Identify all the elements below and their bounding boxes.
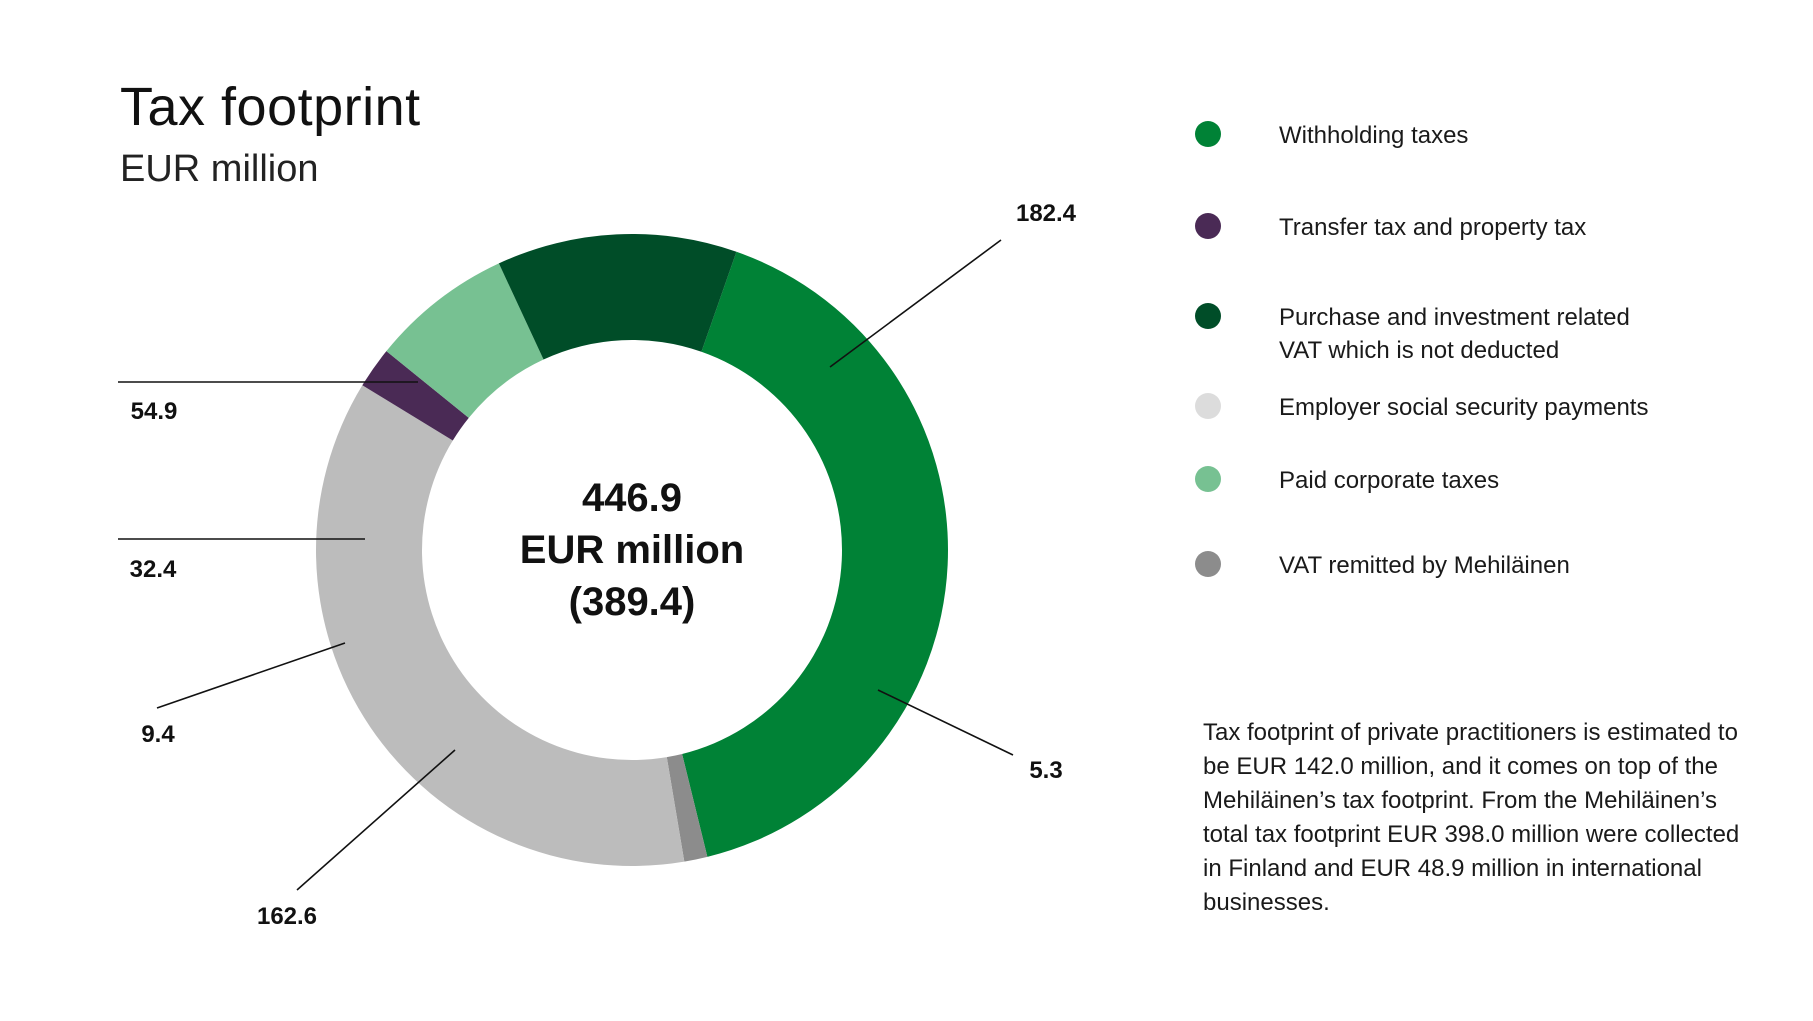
donut-slice [315,385,685,867]
leader-line [829,239,1002,368]
leader-line [156,642,346,709]
donut-slice [682,251,949,857]
legend-label: Purchase and investment related VAT whic… [1279,304,1630,364]
donut-slice [666,753,708,862]
leader-line [296,749,456,891]
center-total-unit: EUR million [520,528,744,572]
slice-value-label: 5.3 [1029,757,1062,784]
legend-item-paid-corporate-taxes: Paid corporate taxes [1195,464,1749,497]
legend-item-non-deducted-vat: Purchase and investment related VAT whic… [1195,301,1749,367]
slice-leader-lines [118,239,1014,891]
slice-value-label: 162.6 [257,903,317,930]
center-total-value: 446.9 [582,476,682,520]
legend-dot-icon [1195,466,1221,492]
center-total-label: 446.9 EUR million (389.4) [520,476,744,624]
legend-label: Employer social security payments [1279,394,1649,421]
donut-slice [386,263,544,418]
chart-subtitle: EUR million [120,148,319,190]
legend-label: Paid corporate taxes [1279,467,1500,494]
legend-label: Transfer tax and property tax [1279,214,1587,241]
center-previous-total: (389.4) [569,580,696,624]
leader-line [877,689,1014,756]
legend-item-employer-social-security: Employer social security payments [1195,391,1749,424]
slice-value-label: 182.4 [1016,200,1077,227]
legend-item-withholding-taxes: Withholding taxes [1195,119,1749,152]
legend-item-transfer-property-tax: Transfer tax and property tax [1195,211,1749,244]
legend-label: Withholding taxes [1279,122,1469,149]
legend-dot-icon [1195,551,1221,577]
chart-title: Tax footprint [120,77,421,137]
legend-dot-icon [1195,303,1221,329]
legend-dot-icon [1195,121,1221,147]
slice-value-label: 54.9 [131,398,178,425]
legend-dot-icon [1195,393,1221,419]
slice-value-label: 9.4 [141,721,175,748]
donut-slice [362,351,469,441]
slice-value-label: 32.4 [130,556,177,583]
legend-item-vat-remitted: VAT remitted by Mehiläinen [1195,549,1749,582]
donut-slices [315,234,949,867]
legend-label: VAT remitted by Mehiläinen [1279,552,1570,579]
donut-slice [498,234,737,360]
legend: Withholding taxes Transfer tax and prope… [1195,0,1795,620]
slice-value-labels: 182.4 5.3 162.6 9.4 32.4 54.9 [130,200,1077,930]
footnote-text: Tax footprint of private practitioners i… [1203,719,1740,916]
legend-dot-icon [1195,213,1221,239]
